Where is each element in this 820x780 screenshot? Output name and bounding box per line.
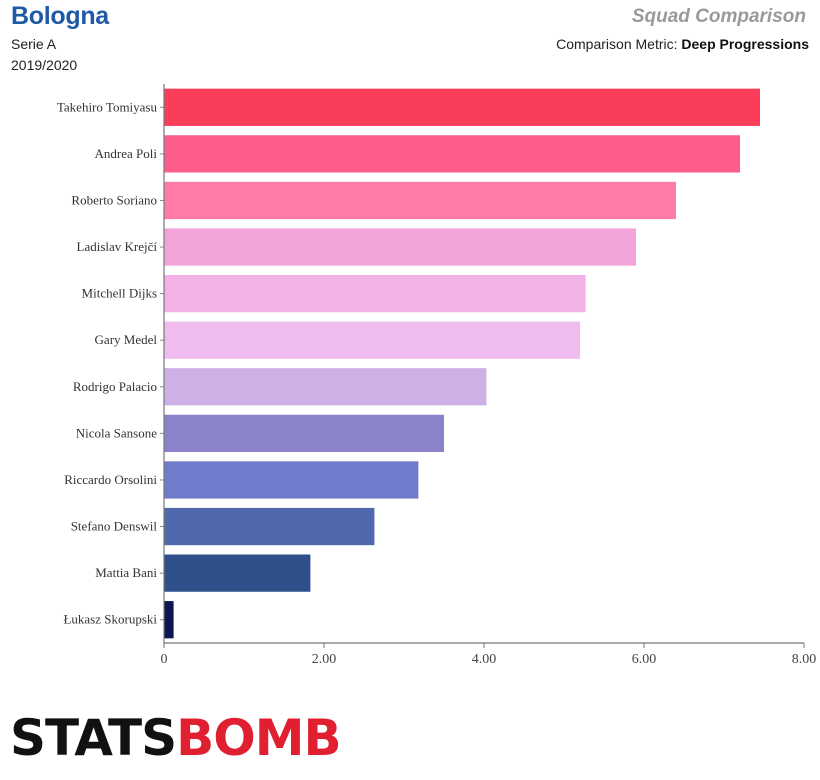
x-tick-label: 4.00 (472, 652, 497, 667)
category-label: Rodrigo Palacio (73, 379, 157, 394)
comparison-metric: Comparison Metric: Deep Progressions (556, 36, 809, 52)
logo-text-stats: STATS (10, 709, 177, 767)
league-label: Serie A (11, 36, 57, 52)
bar (164, 414, 444, 453)
bar (164, 135, 740, 173)
bar (164, 228, 636, 266)
x-tick-label: 8.00 (792, 652, 817, 667)
chart-kind-label: Squad Comparison (631, 6, 806, 27)
category-label: Ladislav Krejčí (77, 239, 158, 254)
category-label: Gary Medel (95, 332, 158, 347)
category-label: Łukasz Skorupski (63, 612, 157, 627)
bar (164, 601, 174, 639)
bar (164, 554, 311, 592)
bar (164, 461, 419, 499)
category-label: Andrea Poli (95, 146, 158, 161)
x-tick-label: 2.00 (312, 652, 337, 667)
bar (164, 321, 580, 359)
bar (164, 181, 676, 220)
category-label: Roberto Soriano (71, 192, 157, 207)
metric-prefix: Comparison Metric: (556, 36, 678, 52)
category-label: Mattia Bani (95, 565, 157, 580)
bar (164, 274, 586, 313)
season-label: 2019/2020 (11, 57, 78, 73)
category-label: Takehiro Tomiyasu (57, 99, 158, 114)
bar (164, 368, 487, 406)
logo-text-bomb: BOMB (176, 709, 341, 767)
category-label: Mitchell Dijks (82, 286, 157, 301)
metric-name: Deep Progressions (681, 36, 809, 52)
bar (164, 88, 760, 126)
bar-chart: Takehiro Tomiyasu Andrea Poli Roberto Sori… (57, 84, 817, 667)
category-label: Riccardo Orsolini (64, 472, 157, 487)
category-label: Nicola Sansone (76, 425, 157, 440)
x-tick-label: 0 (161, 652, 168, 667)
team-title: Bologna (11, 2, 109, 30)
statsbomb-logo: STATS BOMB (10, 708, 342, 768)
x-tick-label: 6.00 (632, 652, 657, 667)
category-label: Stefano Denswil (71, 519, 158, 534)
bar (164, 507, 375, 546)
